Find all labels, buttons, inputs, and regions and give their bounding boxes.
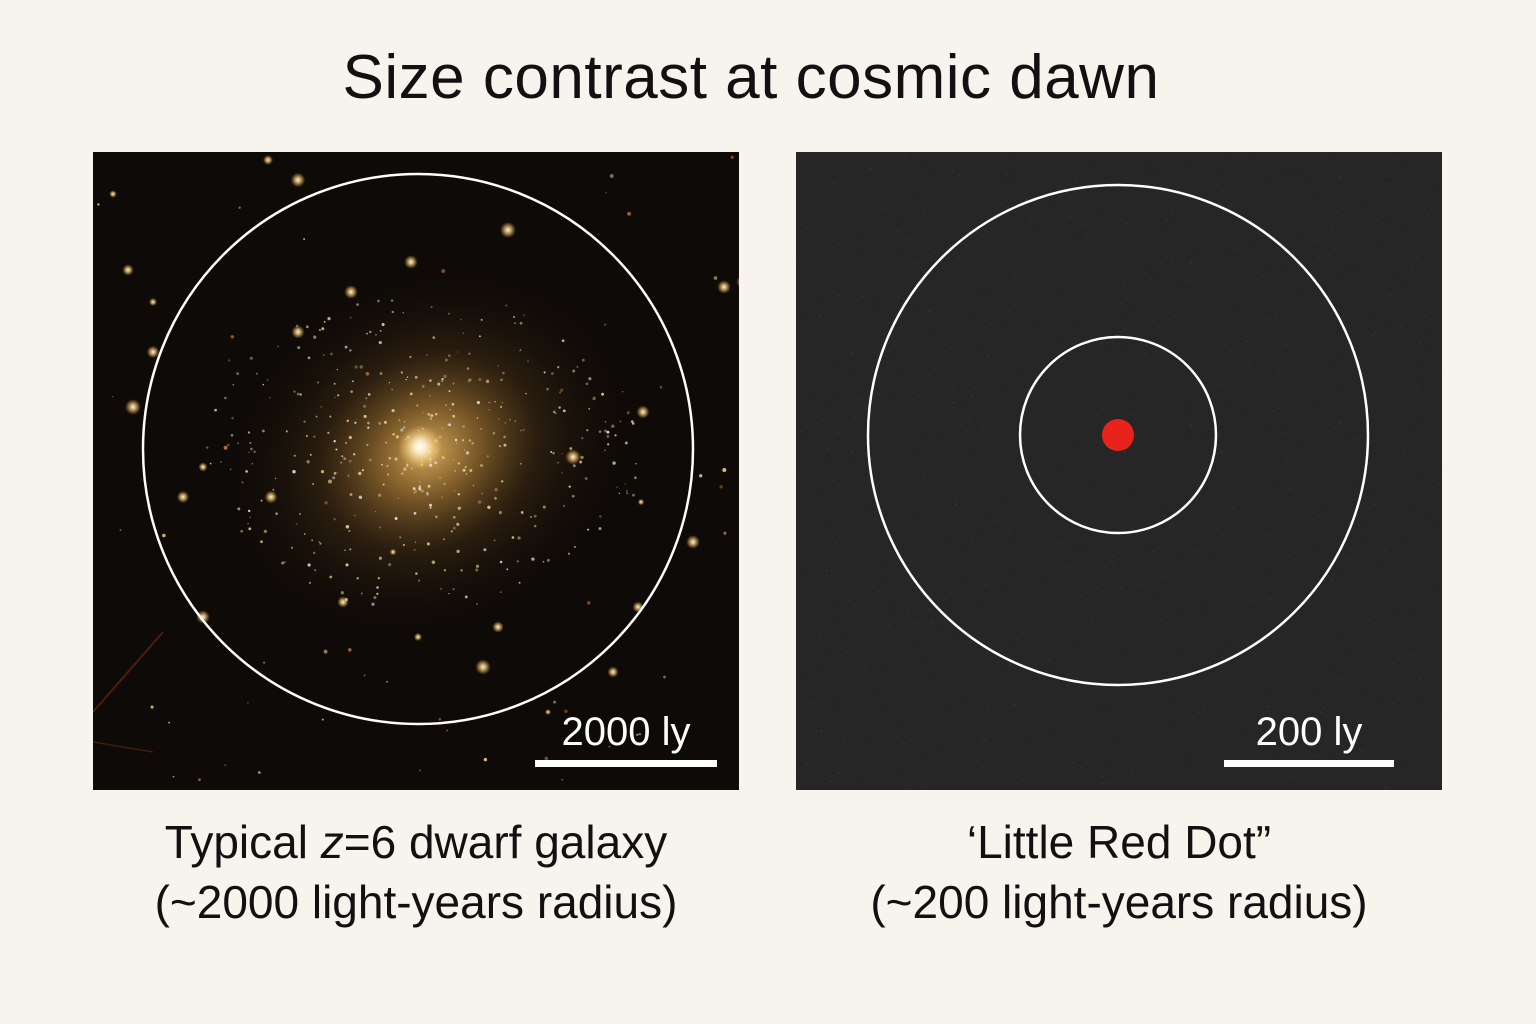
star	[475, 659, 491, 675]
little-red-dot-panel: 200 ly	[796, 152, 1442, 790]
caption-line-2: (~2000 light-years radius)	[154, 876, 678, 928]
star	[148, 297, 158, 307]
star	[404, 255, 418, 269]
star	[686, 535, 700, 549]
figure-title: Size contrast at cosmic dawn	[342, 43, 1160, 112]
foreground-stars	[97, 155, 739, 782]
caption-line-2: (~200 light-years radius)	[870, 876, 1368, 928]
star	[344, 285, 358, 299]
artifact-streak	[93, 631, 164, 713]
star	[109, 190, 117, 198]
caption-line-1: Typical z=6 dwarf galaxy	[93, 812, 739, 872]
caption-prefix: Typical	[164, 816, 321, 868]
star	[291, 325, 305, 339]
scale-bar-label: 200 ly	[1255, 710, 1363, 754]
star	[122, 264, 134, 276]
scale-bar	[1224, 760, 1394, 767]
dwarf-galaxy-panel: 2000 ly	[93, 152, 739, 790]
star	[196, 610, 210, 624]
star	[413, 632, 423, 642]
star	[607, 666, 619, 678]
galaxy-radius-circle	[141, 172, 695, 726]
star	[146, 345, 160, 359]
galaxy-core	[398, 425, 442, 469]
outer-ring	[866, 183, 1370, 687]
star	[636, 405, 650, 419]
star	[389, 548, 397, 556]
star	[176, 490, 190, 504]
star	[500, 222, 516, 238]
star	[198, 462, 208, 472]
star	[290, 172, 306, 188]
scale-bar-label: 2000 ly	[561, 710, 691, 754]
star	[125, 399, 141, 415]
star	[637, 498, 645, 506]
star	[545, 709, 551, 715]
red-dot	[1102, 419, 1134, 451]
star	[717, 280, 731, 294]
star	[565, 449, 581, 465]
star	[492, 621, 504, 633]
little-red-dot-caption: ‘Little Red Dot” (~200 light-years radiu…	[796, 812, 1442, 932]
star	[736, 276, 739, 288]
star	[337, 596, 349, 608]
dwarf-galaxy-caption: Typical z=6 dwarf galaxy (~2000 light-ye…	[93, 812, 739, 932]
little-red-dot-image	[796, 152, 1442, 790]
star	[263, 155, 273, 165]
star	[264, 490, 278, 504]
scale-bar	[535, 760, 717, 767]
background-noise	[796, 152, 1442, 790]
dwarf-galaxy-image	[93, 152, 739, 790]
redshift-variable: z	[320, 816, 344, 868]
caption-suffix: =6 dwarf galaxy	[343, 816, 668, 868]
artifact-streak	[93, 741, 154, 753]
caption-line-1: ‘Little Red Dot”	[966, 816, 1272, 868]
inner-ring	[1018, 335, 1218, 535]
